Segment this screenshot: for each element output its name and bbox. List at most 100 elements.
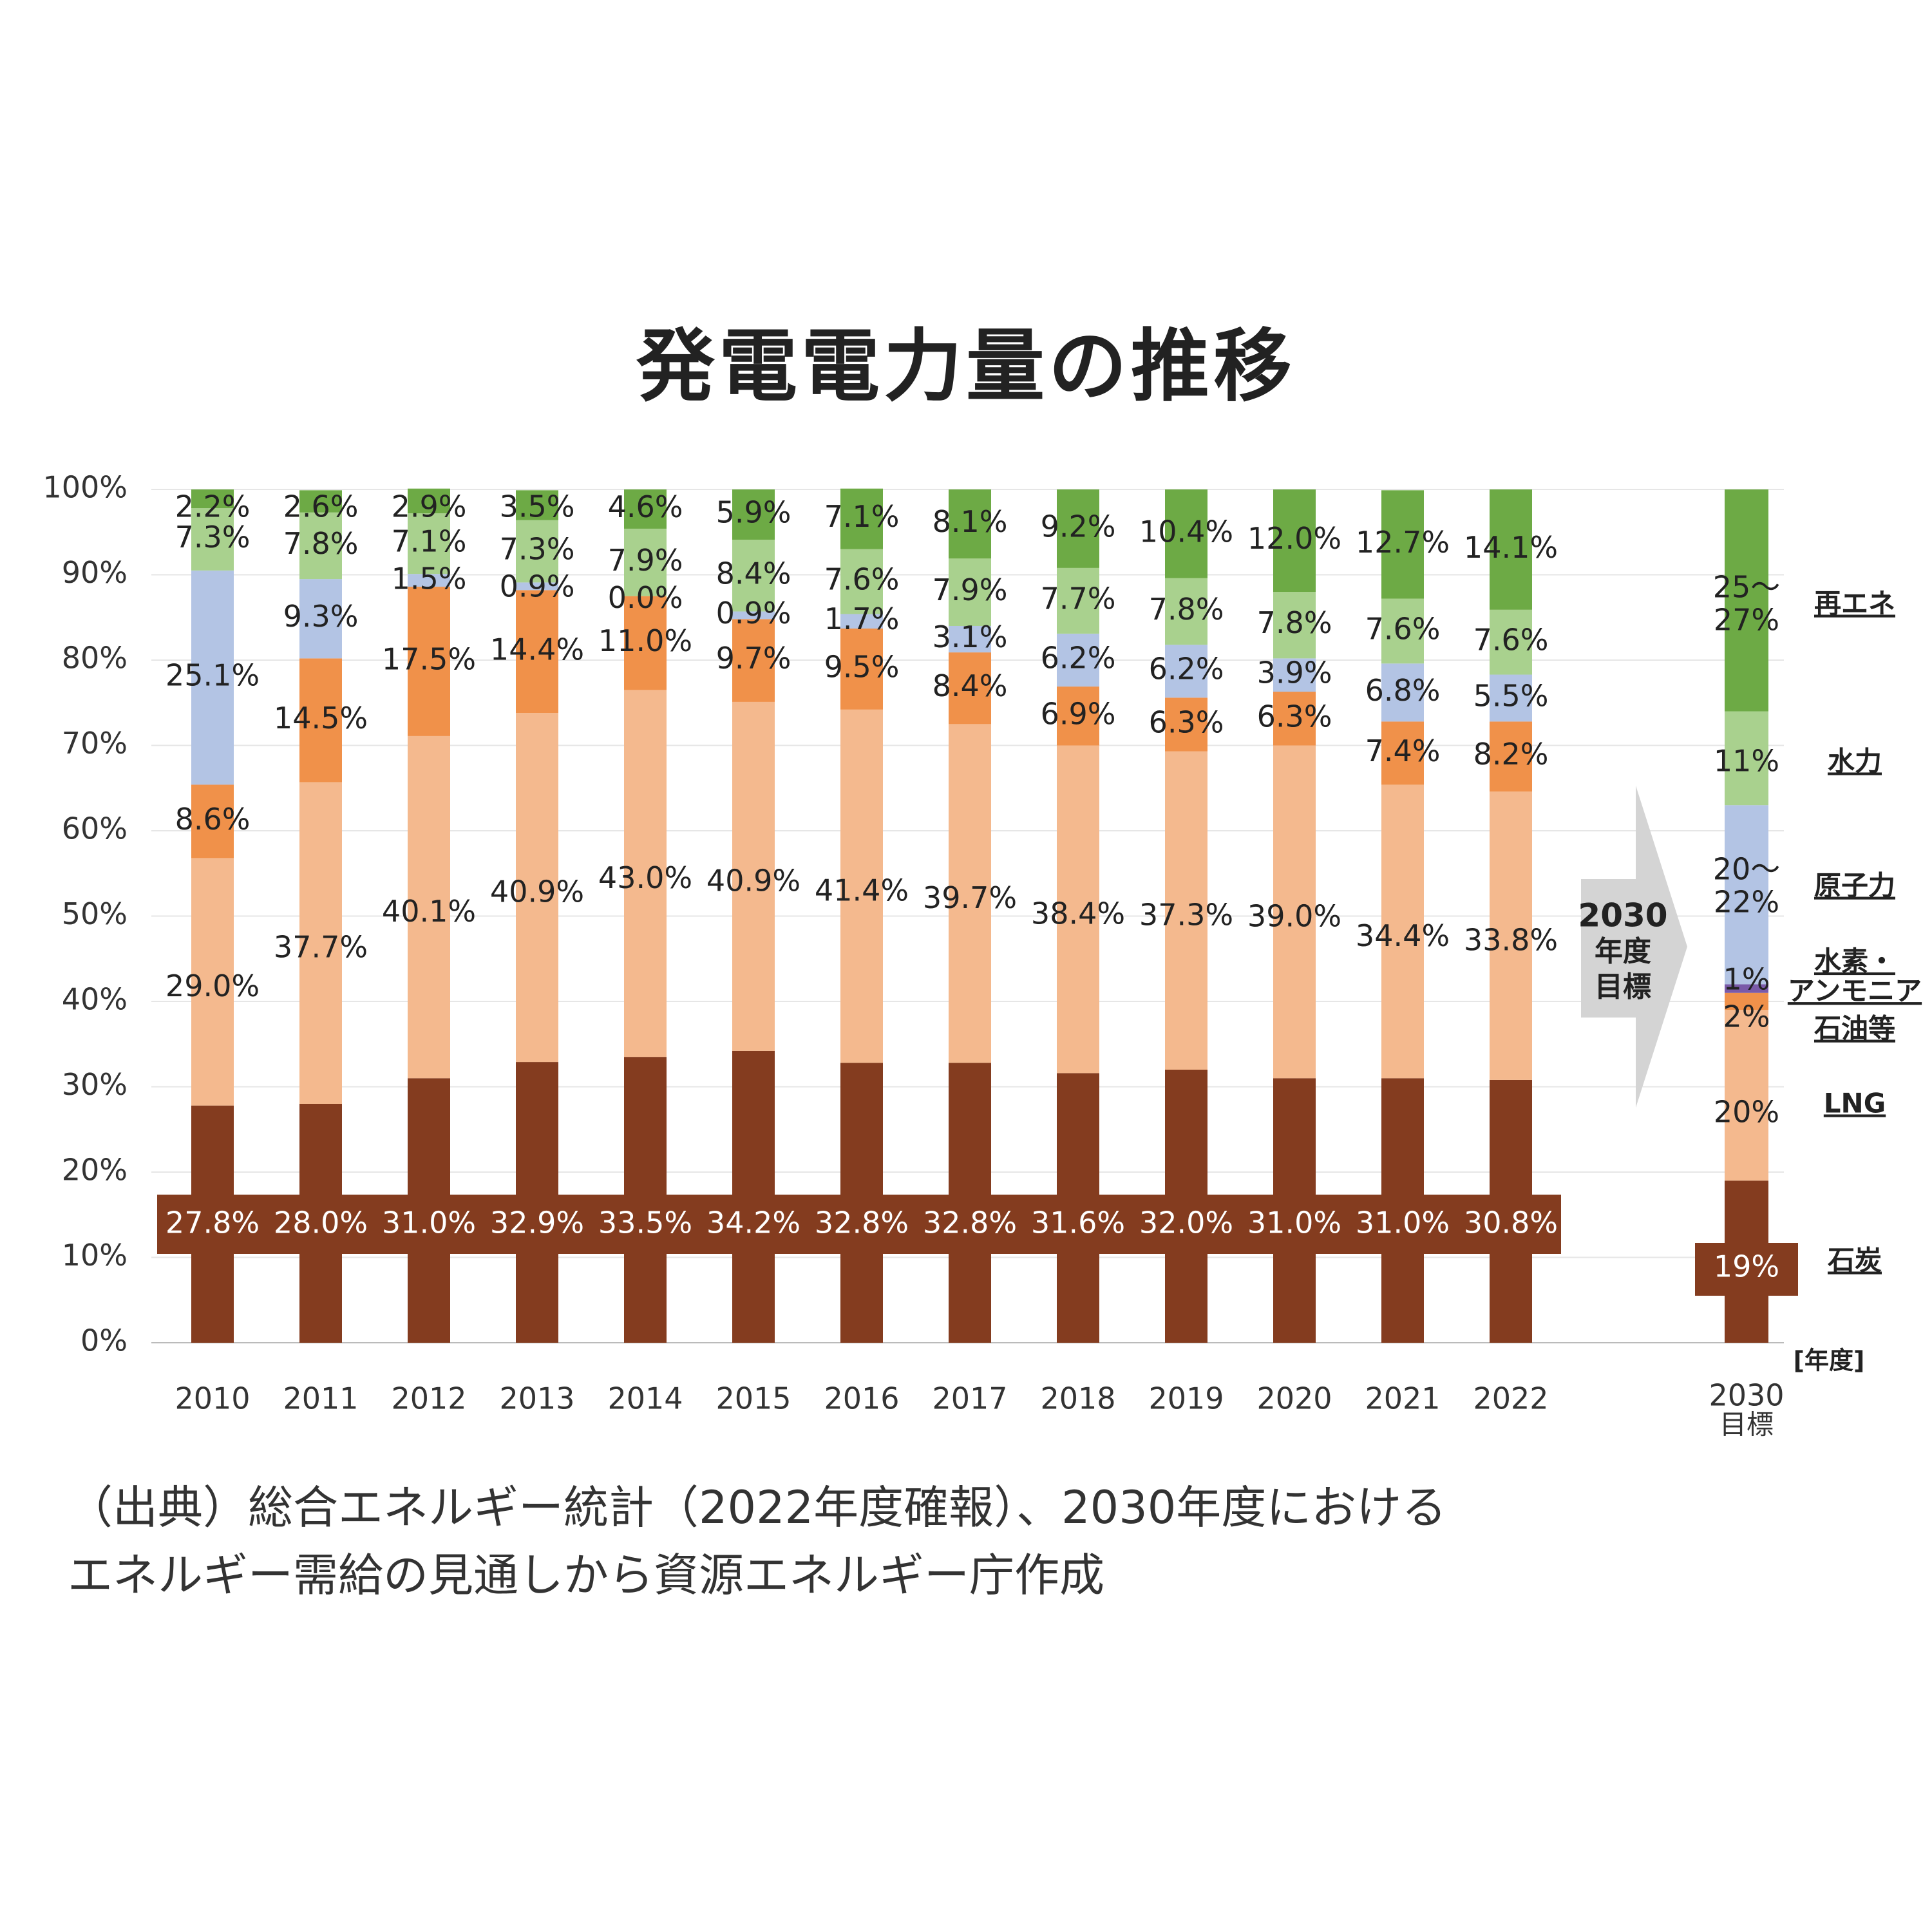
- data-label-hydro-2017: 7.9%: [933, 573, 1008, 607]
- data-label-oil-2014: 11.0%: [598, 623, 692, 658]
- bar-nuclear-2019: [1165, 645, 1208, 698]
- data-label-lng-2012: 40.1%: [382, 894, 476, 929]
- bar-coal-2010: [191, 1105, 234, 1343]
- y-tick-label: 10%: [62, 1238, 128, 1273]
- data-labels: 27.8%29.0%8.6%25.1%7.3%2.2%28.0%37.7%14.…: [166, 489, 1780, 1284]
- bar-coal-2011: [299, 1104, 342, 1343]
- legend-item-hydro: 水力: [1828, 746, 1882, 777]
- data-label-coal-2011: 28.0%: [274, 1206, 368, 1240]
- bars: [157, 488, 1798, 1343]
- data-label-coal-2010: 27.8%: [166, 1206, 260, 1240]
- data-label-lng-2019: 37.3%: [1139, 897, 1233, 932]
- data-label-lng-2013: 40.9%: [490, 875, 584, 909]
- data-label-lng-2015: 40.9%: [706, 863, 800, 898]
- bar-renewable-2014: [624, 489, 667, 529]
- y-tick-label: 40%: [62, 982, 128, 1017]
- data-label-oil-2020: 6.3%: [1257, 699, 1332, 734]
- x-axis: 2010 2011 2012 2013 2014 2015 2016 2017 2018 2019…: [175, 1347, 1864, 1441]
- target-label-nuclear: 20～ 22%: [1713, 851, 1781, 919]
- bar-lng-2016: [840, 709, 883, 1063]
- bar-hydro-2015: [732, 540, 775, 612]
- data-label-coal-2014: 33.5%: [598, 1206, 692, 1240]
- data-label-nuclear-2013: 0.9%: [500, 569, 575, 604]
- y-tick-label: 90%: [62, 555, 128, 590]
- bar-lng-2020: [1273, 745, 1316, 1079]
- bar-hydro-2020: [1273, 592, 1316, 659]
- target-label-oil: 2%: [1723, 999, 1770, 1034]
- bar-renewable-2017: [949, 489, 991, 559]
- bar-coal-2018: [1057, 1073, 1099, 1343]
- bar-nuclear-2012: [408, 574, 450, 587]
- data-label-renewable-2011: 2.6%: [283, 489, 359, 524]
- data-label-nuclear-2010: 25.1%: [166, 658, 260, 693]
- y-tick-label: 80%: [62, 641, 128, 676]
- y-tick-label: 20%: [62, 1153, 128, 1188]
- bar-coal-2015: [732, 1050, 775, 1343]
- target-label-renewable: 25～ 27%: [1713, 569, 1781, 637]
- bar-oil-2019: [1165, 697, 1208, 752]
- x-tick-label-2013: 2013: [499, 1381, 574, 1416]
- bar-hydro-2022: [1490, 609, 1532, 675]
- data-label-coal-2022: 30.8%: [1464, 1206, 1558, 1240]
- bar-lng-2010: [191, 858, 234, 1106]
- data-label-oil-2022: 8.2%: [1473, 737, 1549, 772]
- data-label-coal-2012: 31.0%: [382, 1206, 476, 1240]
- x-tick-label-2015: 2015: [715, 1381, 791, 1416]
- bar-oil-2012: [408, 587, 450, 736]
- data-label-nuclear-2017: 3.1%: [933, 620, 1008, 654]
- x-tick-label-2010: 2010: [175, 1381, 250, 1416]
- data-label-oil-2010: 8.6%: [175, 802, 251, 837]
- bar-coal-2021: [1381, 1078, 1424, 1343]
- data-label-coal-2013: 32.9%: [490, 1206, 584, 1240]
- bar-renewable-2013: [516, 490, 558, 520]
- x-tick-label-2030-sub: 目標: [1719, 1409, 1774, 1441]
- bar-renewable-2019: [1165, 489, 1208, 578]
- data-label-oil-2016: 9.5%: [824, 649, 900, 684]
- data-label-coal-2015: 34.2%: [706, 1206, 800, 1240]
- data-label-coal-2018: 31.6%: [1031, 1206, 1125, 1240]
- target-bar-lng: [1725, 1010, 1768, 1181]
- data-label-oil-2021: 7.4%: [1365, 734, 1441, 768]
- bar-nuclear-2015: [732, 611, 775, 620]
- bar-lng-2013: [516, 713, 558, 1063]
- bar-nuclear-2021: [1381, 663, 1424, 722]
- arrow-icon: [1581, 786, 1687, 1108]
- target-label-lng: 20%: [1714, 1095, 1779, 1130]
- bar-nuclear-2010: [191, 570, 234, 785]
- bar-coal-2012: [408, 1078, 450, 1343]
- x-tick-label-2016: 2016: [824, 1381, 899, 1416]
- bar-nuclear-2013: [516, 582, 558, 591]
- bar-lng-2021: [1381, 784, 1424, 1079]
- data-label-nuclear-2011: 9.3%: [283, 599, 359, 634]
- data-label-oil-2018: 6.9%: [1041, 696, 1116, 731]
- bar-oil-2015: [732, 619, 775, 702]
- bar-coal-2016: [840, 1063, 883, 1343]
- legend-item-hydrogen: 水素・アンモニア: [1788, 945, 1922, 1006]
- bar-oil-2020: [1273, 692, 1316, 746]
- bar-renewable-2018: [1057, 489, 1099, 568]
- arrow-label-1: 年度: [1595, 935, 1651, 968]
- x-tick-label-2022: 2022: [1473, 1381, 1548, 1416]
- bar-coal-2019: [1165, 1070, 1208, 1343]
- data-label-oil-2015: 9.7%: [716, 641, 791, 676]
- data-label-nuclear-2015: 0.9%: [716, 596, 791, 630]
- bar-oil-2014: [624, 596, 667, 690]
- bar-renewable-2022: [1490, 489, 1532, 610]
- data-label-renewable-2018: 9.2%: [1041, 509, 1116, 544]
- data-label-hydro-2012: 7.1%: [392, 524, 467, 559]
- bar-lng-2011: [299, 782, 342, 1104]
- bar-lng-2017: [949, 724, 991, 1063]
- arrow-label-0: 2030: [1578, 897, 1667, 934]
- data-label-nuclear-2022: 5.5%: [1473, 678, 1549, 713]
- bar-lng-2022: [1490, 791, 1532, 1080]
- bar-hydro-2010: [191, 508, 234, 571]
- data-label-renewable-2010: 2.2%: [175, 489, 251, 524]
- bar-hydro-2014: [624, 528, 667, 596]
- bar-nuclear-2011: [299, 579, 342, 659]
- bar-renewable-2015: [732, 489, 775, 540]
- bar-hydro-2018: [1057, 567, 1099, 634]
- legend-item-lng: LNG: [1824, 1088, 1886, 1119]
- bar-coal-2017: [949, 1063, 991, 1343]
